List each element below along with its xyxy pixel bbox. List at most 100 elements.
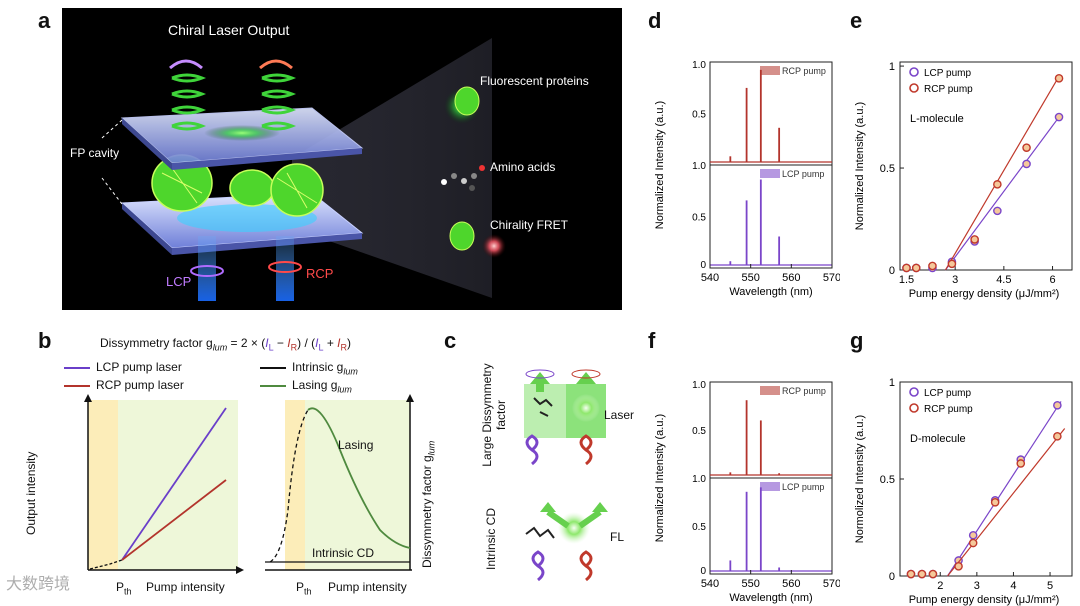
- panel-label-b: b: [38, 328, 52, 353]
- y-tick-label: 0: [700, 260, 706, 271]
- fit-line: [944, 75, 1060, 271]
- y-tick-label: 0: [889, 265, 895, 277]
- fit-line: [944, 116, 1060, 271]
- legend-label: RCP pump: [782, 386, 826, 396]
- chart-e: 1.5 3 4.5 6 0 0.5 1 LCP pump RCP pump L-molecule P…: [854, 61, 1073, 300]
- y-tick-label: 1: [889, 377, 895, 389]
- plot-frame: [899, 61, 1073, 271]
- panel-c-diagram: [524, 369, 608, 582]
- schematic-illustration: Chiral Laser Output FP cavity Fluorescen…: [62, 8, 622, 310]
- x-axis-label: Wavelength (nm): [729, 592, 812, 604]
- x-tick-label: 550: [741, 578, 759, 590]
- y-tick-label: 1.0: [692, 60, 706, 71]
- data-point: [1053, 432, 1062, 441]
- legend-marker: [909, 403, 919, 413]
- x-tick-label: 540: [701, 578, 719, 590]
- data-point: [993, 206, 1002, 216]
- legend-swatch: [760, 482, 780, 491]
- y-axis-label: Normalized Intensity (a.u.): [654, 101, 666, 229]
- legend-rcp-laser: RCP pump laser: [96, 378, 184, 392]
- c-top-label: Large Dissymmetry factor: [480, 363, 508, 467]
- y-tick-label: 0: [889, 571, 895, 583]
- legend-label: RCP pump: [782, 66, 826, 76]
- right-xlabel: Pump intensity: [328, 580, 407, 594]
- x-tick-label: 1.5: [899, 274, 914, 286]
- legend-label: LCP pump: [782, 482, 824, 492]
- c-fl-label: FL: [610, 530, 625, 544]
- right-ylabel: Dissymmetry factor glum: [420, 440, 437, 568]
- legend-lcp-laser: LCP pump laser: [96, 360, 182, 374]
- y-tick-label: 1.0: [692, 380, 706, 391]
- x-axis-label: Wavelength (nm): [729, 286, 812, 298]
- panel-label-a: a: [38, 8, 51, 33]
- y-tick-label: 1.0: [692, 474, 706, 485]
- fp-label: Fluorescent proteins: [480, 74, 589, 88]
- x-tick-label: 2: [937, 580, 943, 592]
- y-tick-label: 1.0: [692, 161, 706, 172]
- y-axis-label: Normolized Intensity (a.u.): [854, 415, 866, 543]
- y-tick-label: 1: [889, 61, 895, 73]
- data-point: [1022, 143, 1031, 152]
- rcp-label: RCP: [306, 266, 334, 281]
- data-point: [968, 530, 978, 540]
- legend-label: LCP pump: [782, 169, 824, 179]
- fit-line: [947, 401, 1062, 577]
- x-tick-label: 570: [823, 272, 840, 284]
- panel-label-c: c: [444, 328, 457, 353]
- zoom-cone: [292, 38, 492, 298]
- formula: Dissymmetry factor glum = 2 × (IL − IR) …: [100, 336, 352, 353]
- panel-label-f: f: [648, 328, 656, 353]
- y-tick-label: 0.5: [880, 163, 895, 175]
- c-laser-label: Laser: [604, 408, 635, 422]
- watermark: 大数跨境: [6, 576, 71, 593]
- lasing-curve-label: Lasing: [338, 438, 374, 452]
- chart-g: 2 3 4 5 0 0.5 1 LCP pump RCP pump D-molecule Pump …: [854, 377, 1073, 606]
- data-point: [906, 569, 916, 579]
- legend-label: RCP pump: [924, 404, 973, 415]
- chart-annotation: L-molecule: [910, 113, 964, 125]
- legend-label: RCP pump: [924, 84, 973, 95]
- y-tick-label: 0.5: [692, 522, 706, 533]
- data-point: [1053, 400, 1062, 410]
- data-point: [970, 235, 979, 244]
- x-tick-label: 5: [1047, 580, 1053, 592]
- rcp-beam: [276, 236, 294, 301]
- lcp-label: LCP: [166, 274, 192, 289]
- y-tick-label: 0: [700, 566, 706, 577]
- laser-output-title: Chiral Laser Output: [168, 22, 290, 38]
- left-xlabel: Pump intensity: [146, 580, 225, 594]
- legend-swatch: [760, 66, 780, 75]
- data-point: [954, 561, 963, 571]
- legend-marker: [909, 83, 919, 93]
- data-point: [902, 263, 911, 273]
- x-tick-label: 560: [782, 272, 800, 284]
- x-tick-label: 550: [741, 272, 759, 284]
- c-bottom-label: Intrinsic CD: [484, 507, 498, 570]
- data-point: [917, 569, 927, 579]
- x-tick-label: 540: [701, 272, 719, 284]
- panel-label-e: e: [850, 8, 863, 33]
- data-point: [993, 180, 1002, 189]
- legend-intrinsic: Intrinsic glum: [292, 360, 358, 377]
- chart-annotation: D-molecule: [910, 433, 966, 445]
- y-axis-label: Normalized Intensity (a.u.): [654, 414, 666, 542]
- chiral-helix-output: [169, 59, 297, 131]
- data-point: [947, 259, 957, 269]
- panel-label-g: g: [850, 328, 864, 353]
- legend-lasing: Lasing glum: [292, 378, 352, 395]
- y-tick-label: 0.5: [692, 110, 706, 121]
- y-tick-label: 0.5: [880, 474, 895, 486]
- data-point: [911, 263, 921, 273]
- x-axis-label: Pump energy density (μJ/mm²): [909, 288, 1060, 300]
- y-tick-label: 0.5: [692, 426, 706, 437]
- amino-acid-molecule: [441, 165, 485, 191]
- cavity-label: FP cavity: [70, 146, 120, 160]
- data-point: [928, 261, 937, 271]
- aa-label: Amino acids: [490, 160, 556, 174]
- right-pth: Pth: [296, 580, 312, 597]
- x-tick-label: 570: [823, 578, 840, 590]
- left-pth: Pth: [116, 580, 132, 597]
- fret-label: Chirality FRET: [490, 218, 569, 232]
